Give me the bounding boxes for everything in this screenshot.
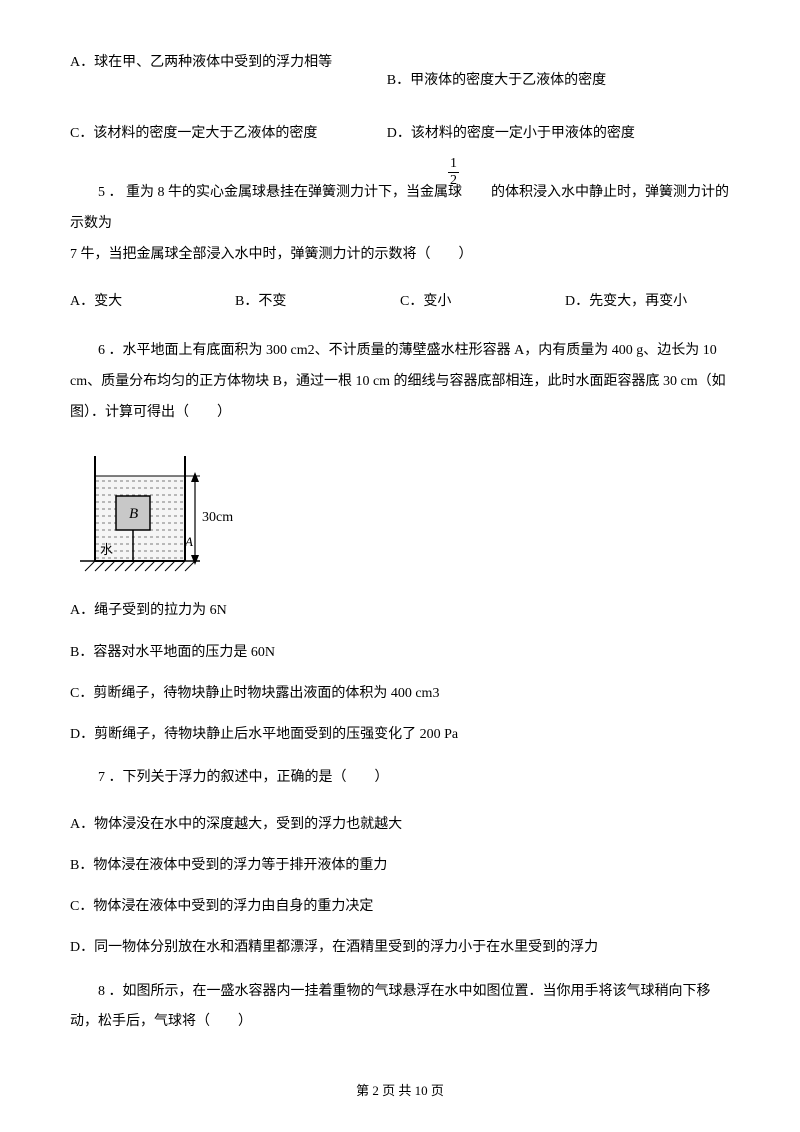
- page-footer: 第 2 页 共 10 页: [0, 1079, 800, 1102]
- q6-label: 6 ．: [98, 343, 123, 358]
- q7-opt-a: A．物体浸没在水中的深度越大，受到的浮力也就越大: [70, 812, 730, 837]
- q5-opt-b: B．不变: [235, 289, 400, 314]
- question-8: 8 ．如图所示，在一盛水容器内一挂着重物的气球悬浮在水中如图位置．当你用手将该气…: [70, 977, 730, 1039]
- q5-frac-den: 2: [448, 173, 459, 188]
- q5-opt-c: C．变小: [400, 289, 565, 314]
- prev-opt-d: D．该材料的密度一定小于甲液体的密度: [387, 121, 730, 146]
- q6-opt-a: A．绳子受到的拉力为 6N: [70, 598, 730, 623]
- q7-opt-c: C．物体浸在液体中受到的浮力由自身的重力决定: [70, 894, 730, 919]
- q6-text: 水平地面上有底面积为 300 cm2、不计质量的薄壁盛水柱形容器 A，内有质量为…: [70, 343, 726, 420]
- prev-question-row-ab: A．球在甲、乙两种液体中受到的浮力相等 B．甲液体的密度大于乙液体的密度: [70, 50, 730, 93]
- q7-text: 下列关于浮力的叙述中，正确的是（ ）: [123, 770, 389, 785]
- q8-text: 如图所示，在一盛水容器内一挂着重物的气球悬浮在水中如图位置．当你用手将该气球稍向…: [70, 984, 711, 1030]
- prev-opt-c: C．该材料的密度一定大于乙液体的密度: [70, 121, 387, 146]
- q5-opt-d: D．先变大，再变小: [565, 289, 730, 314]
- q5-opt-a: A．变大: [70, 289, 235, 314]
- height-label: 30cm: [202, 510, 233, 525]
- q5-fraction: 1 2: [446, 160, 461, 192]
- q6-opt-b: B．容器对水平地面的压力是 60N: [70, 640, 730, 665]
- q5-text-line2: 7 牛，当把金属球全部浸入水中时，弹簧测力计的示数将（ ）: [70, 240, 730, 271]
- q7-label: 7 ．: [98, 770, 123, 785]
- question-7: 7 ．下列关于浮力的叙述中，正确的是（ ）: [70, 763, 730, 794]
- prev-opt-a: A．球在甲、乙两种液体中受到的浮力相等: [70, 50, 387, 93]
- prev-question-row-cd: C．该材料的密度一定大于乙液体的密度 D．该材料的密度一定小于甲液体的密度: [70, 121, 730, 146]
- question-5: 1 2 5 ． 重为 8 牛的实心金属球悬挂在弹簧测力计下，当金属球 的体积浸入…: [70, 178, 730, 270]
- q7-opt-b: B．物体浸在液体中受到的浮力等于排开液体的重力: [70, 853, 730, 878]
- height-arrow-icon: [185, 472, 200, 565]
- water-label: 水: [100, 542, 113, 557]
- q7-opt-d: D．同一物体分别放在水和酒精里都漂浮，在酒精里受到的浮力小于在水里受到的浮力: [70, 935, 730, 960]
- q6-opt-d: D．剪断绳子，待物块静止后水平地面受到的压强变化了 200 Pa: [70, 722, 730, 747]
- q5-text-pre: 重为 8 牛的实心金属球悬挂在弹簧测力计下，当金属球: [126, 185, 462, 200]
- q5-frac-num: 1: [448, 156, 459, 172]
- block-b-label: B: [129, 506, 138, 522]
- q6-opt-c: C．剪断绳子，待物块静止时物块露出液面的体积为 400 cm3: [70, 681, 730, 706]
- q6-diagram: B 水 30cm A: [80, 446, 730, 576]
- prev-opt-b: B．甲液体的密度大于乙液体的密度: [387, 50, 730, 93]
- q8-label: 8 ．: [98, 984, 123, 999]
- ground-hatch-icon: [80, 561, 200, 571]
- container-a-label: A: [184, 534, 193, 549]
- q5-choices: A．变大 B．不变 C．变小 D．先变大，再变小: [70, 289, 730, 314]
- q5-label: 5 ．: [70, 185, 123, 200]
- block-b-icon: B: [116, 496, 150, 530]
- question-6: 6 ．水平地面上有底面积为 300 cm2、不计质量的薄壁盛水柱形容器 A，内有…: [70, 336, 730, 428]
